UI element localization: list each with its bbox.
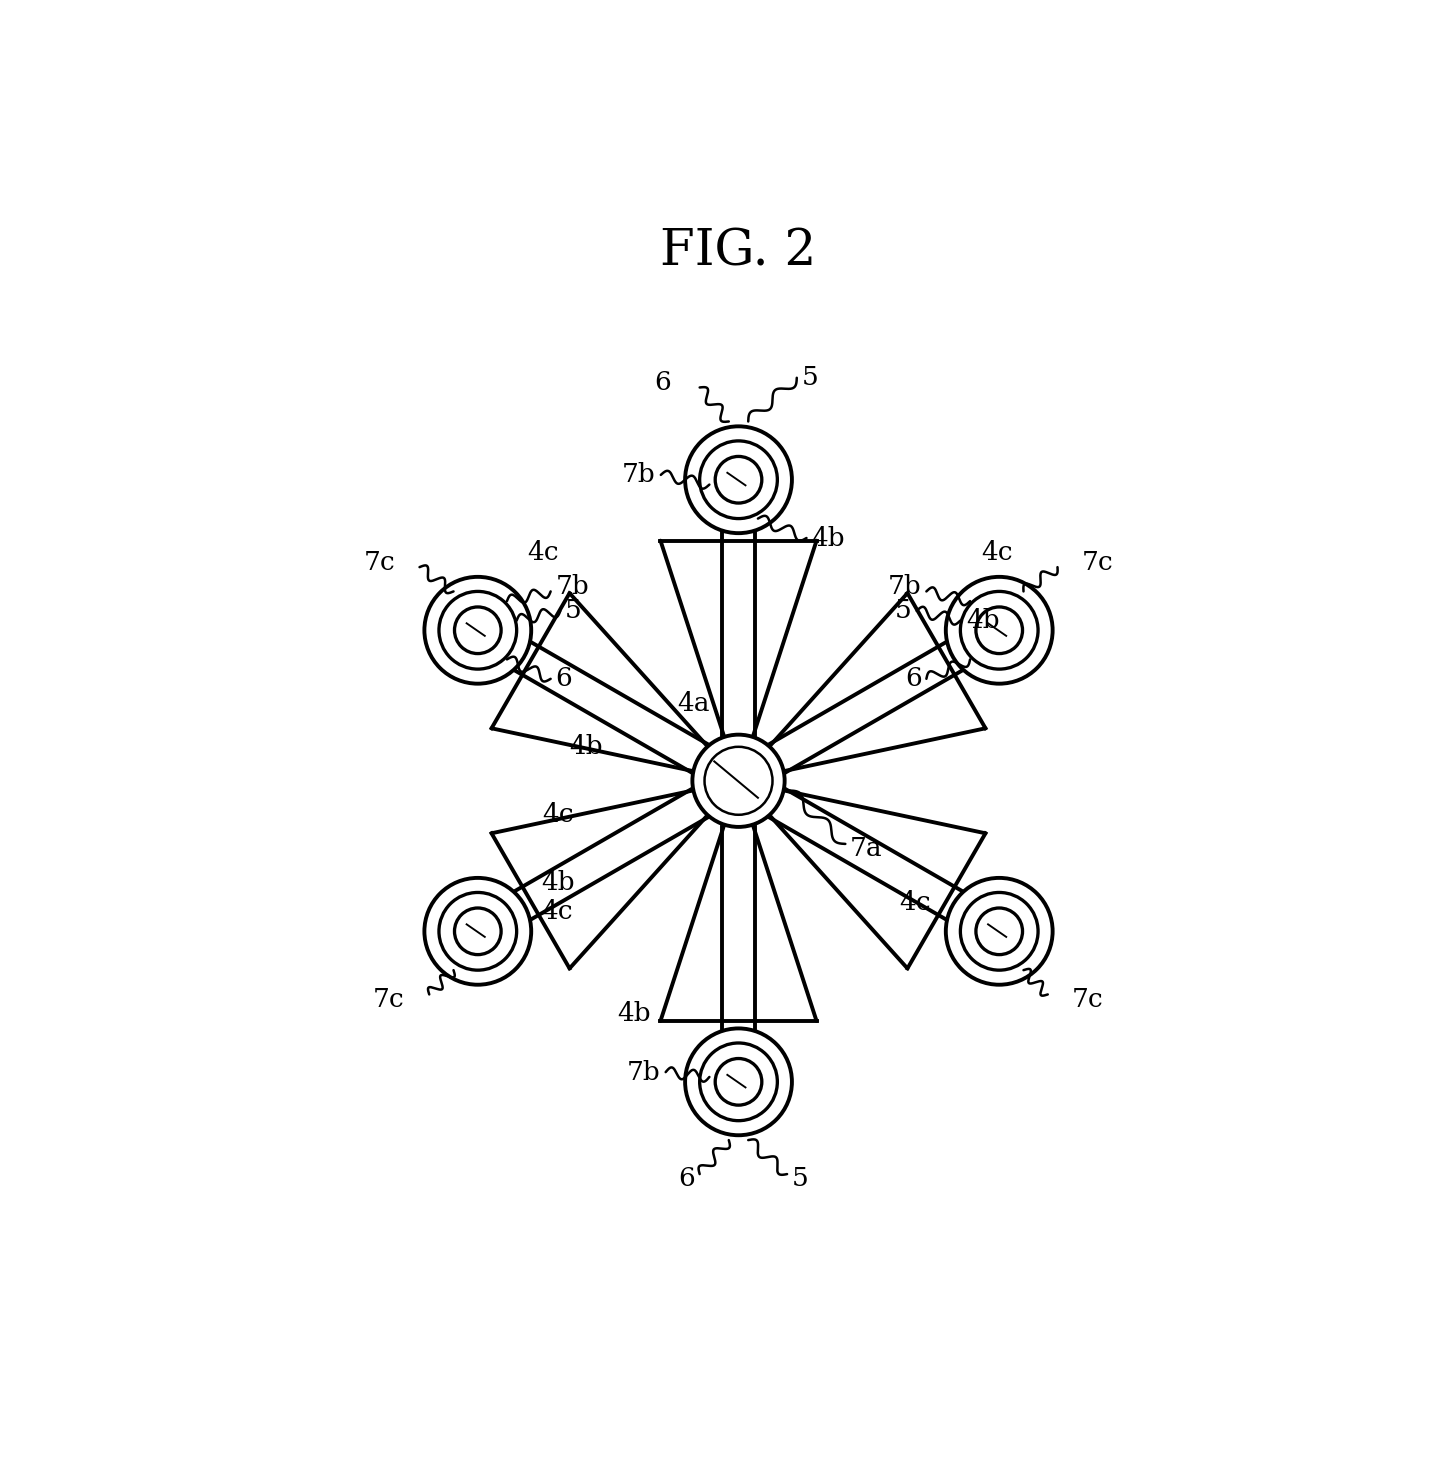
Text: 7a: 7a (850, 836, 883, 861)
Circle shape (945, 576, 1052, 684)
Circle shape (684, 426, 793, 534)
Text: 6: 6 (679, 1166, 695, 1191)
Text: 7c: 7c (1072, 986, 1104, 1011)
Text: 4a: 4a (677, 691, 709, 715)
Text: 6: 6 (905, 666, 922, 691)
Circle shape (684, 1029, 793, 1135)
Text: 4c: 4c (540, 899, 572, 924)
Text: 4c: 4c (899, 890, 931, 915)
Text: 4b: 4b (569, 734, 602, 759)
Circle shape (425, 576, 532, 684)
Text: 4b: 4b (967, 609, 1000, 632)
Text: 4b: 4b (540, 870, 575, 895)
Text: 5: 5 (793, 1166, 808, 1191)
Text: 5: 5 (895, 598, 912, 624)
Text: 5: 5 (565, 598, 582, 624)
Text: 6: 6 (654, 370, 670, 395)
Text: 7c: 7c (373, 986, 405, 1011)
Text: 6: 6 (555, 666, 572, 691)
Text: 4b: 4b (811, 526, 844, 550)
Text: 7b: 7b (623, 463, 656, 488)
Text: 4b: 4b (618, 1001, 651, 1026)
Circle shape (425, 879, 532, 985)
Text: 5: 5 (801, 366, 818, 391)
Text: 7b: 7b (888, 573, 922, 598)
Circle shape (945, 879, 1052, 985)
Text: FIG. 2: FIG. 2 (660, 227, 817, 277)
Text: 7b: 7b (627, 1060, 661, 1085)
Circle shape (692, 734, 785, 827)
Text: 4c: 4c (527, 539, 559, 565)
Text: 4c: 4c (981, 539, 1013, 565)
Text: 7c: 7c (363, 550, 395, 575)
Text: 7b: 7b (555, 573, 589, 598)
Text: 7c: 7c (1082, 550, 1114, 575)
Text: 4c: 4c (542, 802, 574, 827)
